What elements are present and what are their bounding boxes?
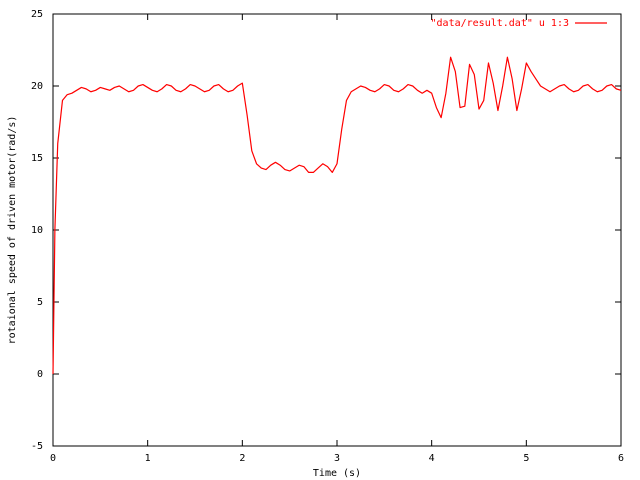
x-tick-label: 6 [618, 453, 624, 464]
x-tick-label: 4 [429, 453, 435, 464]
y-tick-label: 15 [31, 153, 43, 164]
x-tick-label: 3 [334, 453, 340, 464]
y-tick-label: 10 [31, 225, 43, 236]
x-tick-label: 5 [523, 453, 529, 464]
x-tick-label: 2 [239, 453, 245, 464]
x-axis-label: Time (s) [313, 468, 361, 479]
legend-label: "data/result.dat" u 1:3 [431, 18, 569, 29]
x-tick-label: 0 [50, 453, 56, 464]
y-tick-label: 5 [37, 297, 43, 308]
y-axis-label: rotaional speed of driven motor(rad/s) [7, 116, 18, 345]
data-line [52, 56, 622, 375]
y-tick-label: 25 [31, 9, 43, 20]
x-tick-label: 1 [145, 453, 151, 464]
y-tick-label: -5 [31, 441, 43, 452]
y-tick-label: 20 [31, 81, 43, 92]
y-tick-label: 0 [37, 369, 43, 380]
